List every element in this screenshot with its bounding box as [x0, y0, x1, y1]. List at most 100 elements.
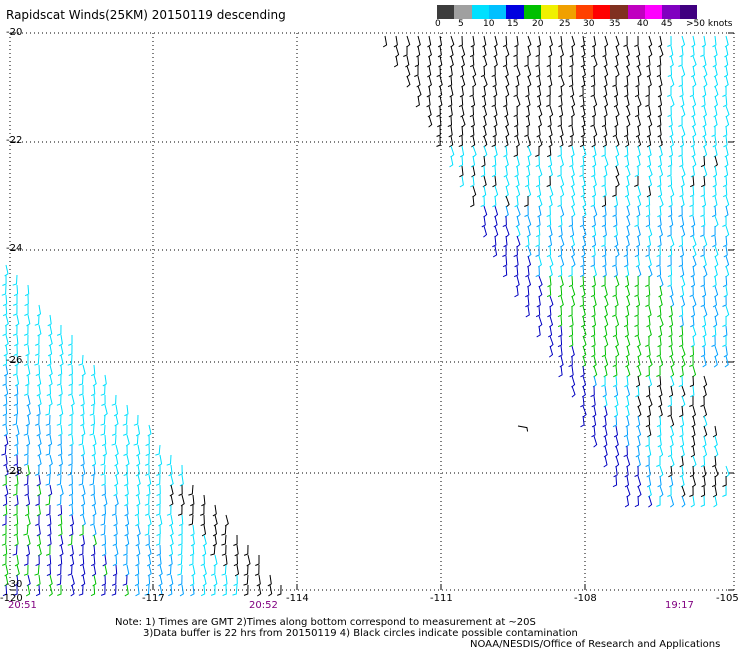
wind-barb: [612, 375, 618, 388]
wind-barb: [113, 524, 118, 537]
wind-barb: [35, 584, 41, 597]
wind-barb: [679, 405, 684, 418]
wind-barb: [525, 105, 530, 118]
wind-barb: [646, 385, 651, 398]
wind-barb: [513, 55, 518, 68]
legend-swatch: [489, 5, 507, 19]
wind-barb: [613, 385, 619, 398]
wind-barb: [480, 165, 486, 178]
wind-barb: [689, 485, 694, 497]
wind-barb: [657, 95, 663, 108]
wind-barb: [212, 504, 217, 517]
wind-barb: [114, 544, 119, 557]
wind-barb: [471, 165, 476, 178]
wind-barb: [494, 225, 499, 238]
wind-barb: [678, 375, 684, 388]
wind-barb: [691, 415, 696, 428]
wind-barb: [48, 584, 53, 597]
wind-barb: [615, 315, 620, 328]
wind-barb: [505, 45, 510, 58]
wind-barb: [602, 45, 607, 58]
wind-barb: [23, 524, 29, 536]
wind-barb: [603, 305, 608, 318]
wind-barb: [557, 315, 563, 328]
wind-barb: [90, 544, 96, 557]
wind-barb: [591, 245, 596, 258]
wind-barb: [212, 524, 218, 537]
wind-barb: [492, 175, 497, 188]
wind-barb: [124, 524, 129, 537]
wind-barb: [36, 534, 42, 547]
wind-barb: [657, 105, 662, 118]
wind-barb: [548, 225, 553, 238]
wind-barb: [714, 85, 719, 98]
wind-barb: [580, 185, 585, 198]
wind-barb: [447, 75, 453, 88]
wind-barb: [124, 504, 129, 517]
wind-barb: [591, 395, 596, 408]
wind-barb: [136, 474, 141, 487]
wind-barb: [92, 524, 97, 537]
wind-barb: [624, 325, 629, 338]
wind-barb: [78, 474, 84, 486]
wind-barb: [458, 155, 464, 168]
wind-barb: [647, 375, 653, 388]
wind-barb: [525, 305, 530, 318]
wind-barb: [691, 145, 696, 158]
wind-barb: [646, 135, 652, 148]
wind-barb: [559, 45, 564, 58]
wind-barb: [625, 405, 630, 418]
wind-barb: [702, 255, 707, 268]
wind-barb: [714, 215, 719, 228]
wind-barb: [111, 574, 117, 586]
wind-barb: [469, 45, 475, 58]
wind-barb: [667, 395, 672, 408]
wind-barb: [580, 365, 585, 378]
wind-barb: [538, 135, 543, 148]
wind-barb: [635, 385, 640, 398]
wind-barb: [634, 85, 640, 98]
wind-barb: [570, 195, 575, 208]
wind-barb: [24, 355, 29, 366]
wind-barb: [56, 474, 62, 486]
wind-barb: [581, 285, 586, 298]
wind-barb: [450, 145, 455, 158]
wind-barb: [713, 195, 718, 208]
wind-barb: [36, 504, 41, 517]
wind-barb: [210, 584, 216, 596]
wind-barb: [3, 364, 9, 377]
wind-barb: [625, 345, 630, 358]
wind-barb: [679, 215, 685, 228]
wind-barb: [221, 534, 227, 546]
wind-barb: [570, 175, 575, 188]
wind-barb: [645, 95, 650, 107]
wind-barb: [68, 364, 73, 377]
wind-barb: [636, 155, 641, 168]
wind-barb: [692, 125, 697, 138]
wind-barb: [603, 405, 608, 418]
wind-barb: [56, 574, 62, 586]
wind-barb: [681, 125, 686, 138]
wind-barb: [233, 534, 238, 546]
wind-barb: [637, 475, 642, 488]
wind-barb: [713, 65, 718, 78]
wind-barb: [690, 165, 695, 178]
wind-barb: [47, 514, 52, 527]
wind-barb: [557, 195, 562, 208]
wind-barb: [625, 135, 630, 148]
wind-barb: [69, 514, 75, 527]
wind-barb: [690, 225, 695, 238]
wind-barb: [68, 374, 73, 387]
wind-barb: [568, 215, 574, 228]
wind-barb: [45, 444, 51, 456]
wind-barb: [535, 245, 540, 257]
wind-barb: [647, 325, 652, 338]
wind-barb: [602, 185, 607, 198]
wind-barb: [13, 444, 19, 457]
wind-barb: [427, 75, 432, 88]
wind-barb: [635, 445, 640, 458]
wind-barb: [690, 275, 696, 288]
wind-barb: [26, 314, 31, 327]
wind-barb: [670, 95, 675, 108]
legend-swatch: [506, 5, 525, 19]
